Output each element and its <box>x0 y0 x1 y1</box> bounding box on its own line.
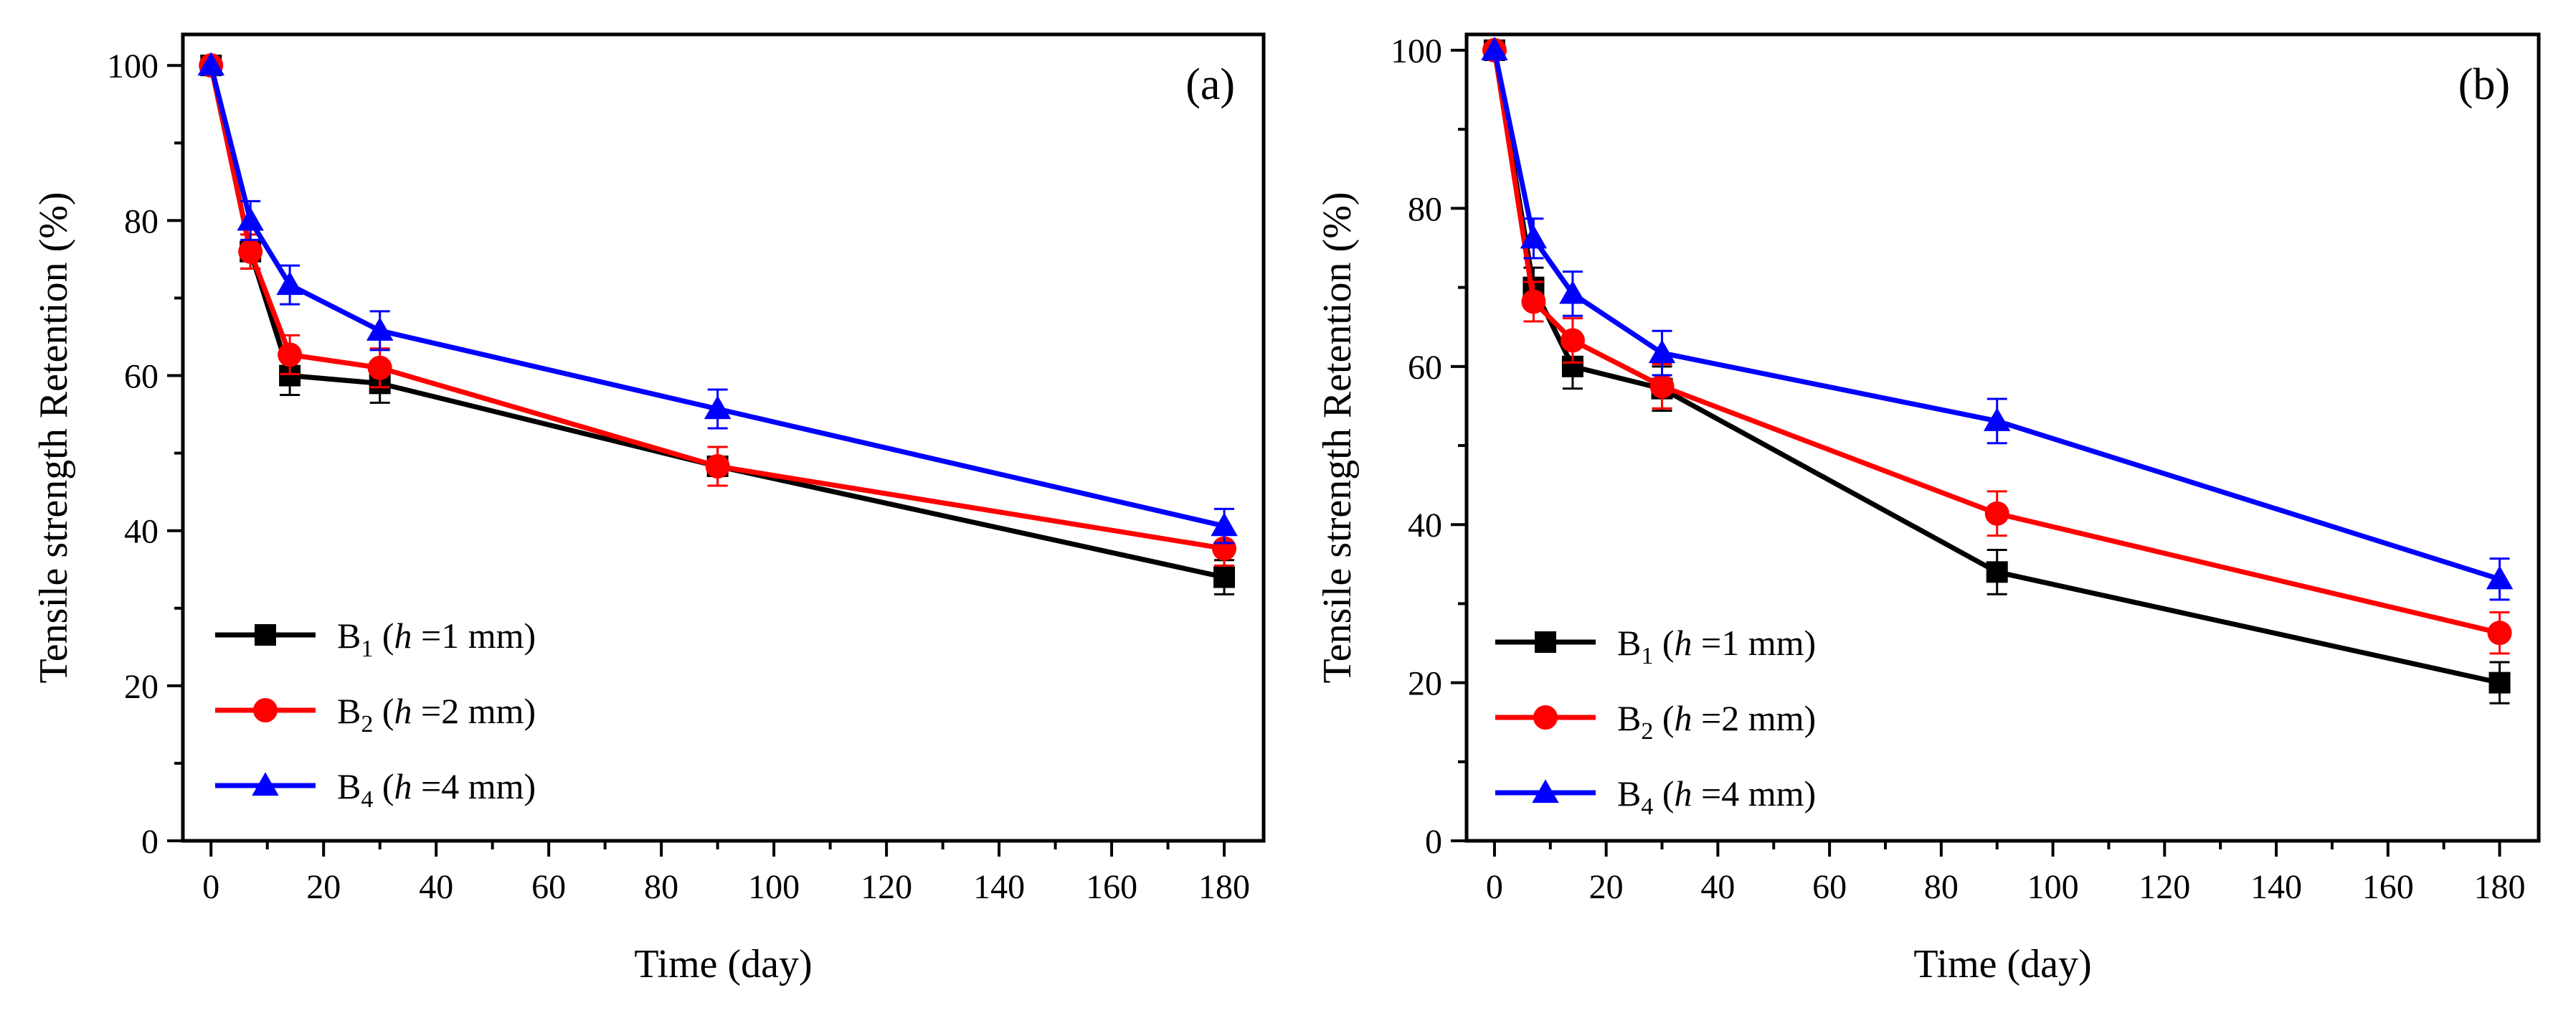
panel-b-series-b4 <box>1481 37 2514 601</box>
panel-b-data-point <box>1559 280 1586 304</box>
panel-a-y-tick-label: 20 <box>124 668 158 706</box>
panel-a-y-tick-label: 40 <box>124 513 158 551</box>
panel-a-data-point <box>1211 512 1238 537</box>
panel-a-legend-label: B4 (h =4 mm) <box>337 766 536 813</box>
panel-a-legend-marker <box>253 698 278 722</box>
panel-a-legend-entry: B2 (h =2 mm) <box>215 691 536 738</box>
panel-a-x-tick-label: 160 <box>1086 868 1137 906</box>
panel-b-y-tick-label: 100 <box>1391 32 1442 70</box>
panel-b-x-tick-label: 160 <box>2362 868 2414 906</box>
panel-b-y-axis-title: Tensile strength Retention (%) <box>1315 192 1360 683</box>
panel-b-legend-label: B2 (h =2 mm) <box>1617 698 1816 745</box>
panel-b-legend-marker <box>1532 779 1559 804</box>
panel-b-x-tick-label: 20 <box>1589 868 1624 906</box>
panel-b-x-tick-label: 80 <box>1924 868 1959 906</box>
panel-a-data-point <box>197 52 224 76</box>
panel-b-y-tick-label: 80 <box>1408 190 1442 228</box>
panel-b-series-line <box>1492 50 2501 582</box>
panel-b-data-point <box>2487 621 2512 646</box>
panel-a-x-tick-label: 60 <box>531 868 566 906</box>
panel-b-data-point <box>1560 328 1585 353</box>
panel-a-label: (a) <box>1185 60 1235 109</box>
panel-b-data-point <box>2486 565 2514 590</box>
panel-b-x-axis-title: Time (day) <box>1913 942 2091 986</box>
panel-a-plot-frame <box>181 32 1266 843</box>
panel-b-data-point <box>1984 501 2009 526</box>
panel-a-series-b4 <box>197 52 1238 545</box>
panel-a-y-axis-title: Tensile strength Retention (%) <box>32 192 76 683</box>
panel-a-data-point <box>276 271 303 296</box>
panel-a-data-point <box>705 453 730 479</box>
panel-b-series-b2 <box>1482 38 2512 655</box>
panel-a-x-tick-label: 140 <box>973 868 1025 906</box>
panel-b-data-point <box>1649 374 1675 399</box>
panel-a-x-tick-label: 180 <box>1198 868 1250 906</box>
panel-a-x-tick-label: 40 <box>419 868 453 906</box>
panel-b-legend-entry: B1 (h =1 mm) <box>1495 623 1816 669</box>
panel-b-legend-marker <box>1535 631 1556 653</box>
panel-b: 0 20 40 60 80 100 120 140 160 180 0 20 40 60 80 100 Time… <box>1315 32 2541 986</box>
panel-b-legend-label: B1 (h =1 mm) <box>1617 623 1816 669</box>
panel-a-data-point <box>278 342 303 367</box>
panel-b-y-tick-label: 0 <box>1425 823 1442 861</box>
panel-a-y-tick-label: 80 <box>124 202 158 240</box>
panel-b-data-point <box>1648 339 1676 364</box>
panel-a-data-point <box>1213 566 1236 588</box>
panel-a-data-point <box>238 239 263 264</box>
panel-b-data-point <box>1481 37 1508 61</box>
panel-b-x-tick-label: 180 <box>2473 868 2525 906</box>
panel-a-x-tick-label: 20 <box>306 868 341 906</box>
panel-a-series-b1 <box>200 55 1236 595</box>
panel-b-x-tick-label: 60 <box>1812 868 1847 906</box>
panel-b-y-tick-label: 20 <box>1408 665 1442 703</box>
panel-b-legend-marker <box>1533 705 1558 730</box>
panel-a: 0 20 40 60 80 100 120 140 160 180 0 20 40 60 80 100 Time… <box>32 32 1266 986</box>
panel-a-y-tick-label: 0 <box>141 823 158 861</box>
panel-b-x-tick-label: 140 <box>2250 868 2302 906</box>
panel-b-y-tick-label: 40 <box>1408 506 1442 545</box>
panel-a-x-tick-label: 100 <box>748 868 800 906</box>
panel-b-x-tick-label: 120 <box>2139 868 2190 906</box>
panel-a-x-tick-label: 120 <box>861 868 912 906</box>
panel-b-plot-frame <box>1464 32 2541 843</box>
panel-b-legend-entry: B4 (h =4 mm) <box>1495 773 1816 820</box>
panel-a-y-tick-label: 100 <box>107 47 158 85</box>
panel-b-legend-label: B4 (h =4 mm) <box>1617 773 1816 820</box>
panel-b-x-tick-label: 40 <box>1700 868 1735 906</box>
panel-a-data-point <box>704 395 731 420</box>
panel-a-y-tick-label: 60 <box>124 358 158 396</box>
panel-a-data-point <box>367 355 392 380</box>
panel-a-series-line <box>208 65 1225 529</box>
panel-b-series-line <box>1492 50 2501 636</box>
panel-b-data-point <box>1983 407 2011 431</box>
panel-a-legend-entry: B1 (h =1 mm) <box>215 616 536 662</box>
panel-a-legend-marker <box>252 772 279 796</box>
panel-b-legend-entry: B2 (h =2 mm) <box>1495 698 1816 745</box>
panel-b-x-tick-label: 0 <box>1486 868 1503 906</box>
panel-a-series-b2 <box>199 53 1237 567</box>
panel-a-x-tick-label: 0 <box>202 868 219 906</box>
panel-b-x-tick-label: 100 <box>2027 868 2079 906</box>
panel-b-y-tick-label: 60 <box>1408 349 1442 387</box>
panel-b-data-point <box>1521 289 1546 314</box>
panel-a-x-tick-label: 80 <box>644 868 678 906</box>
panel-b-data-point <box>1520 225 1548 249</box>
panel-a-x-axis-title: Time (day) <box>634 942 812 986</box>
panel-a-legend-label: B2 (h =2 mm) <box>337 691 536 738</box>
panel-a-data-point <box>366 317 394 341</box>
panel-a-legend-marker <box>255 624 276 646</box>
panel-a-legend-entry: B4 (h =4 mm) <box>215 766 536 813</box>
panel-a-legend-label: B1 (h =1 mm) <box>337 616 536 662</box>
panel-b-data-point <box>1986 561 2008 583</box>
panel-a-data-point <box>237 207 264 231</box>
panel-b-label: (b) <box>2458 60 2510 109</box>
panel-b-data-point <box>2489 672 2511 694</box>
